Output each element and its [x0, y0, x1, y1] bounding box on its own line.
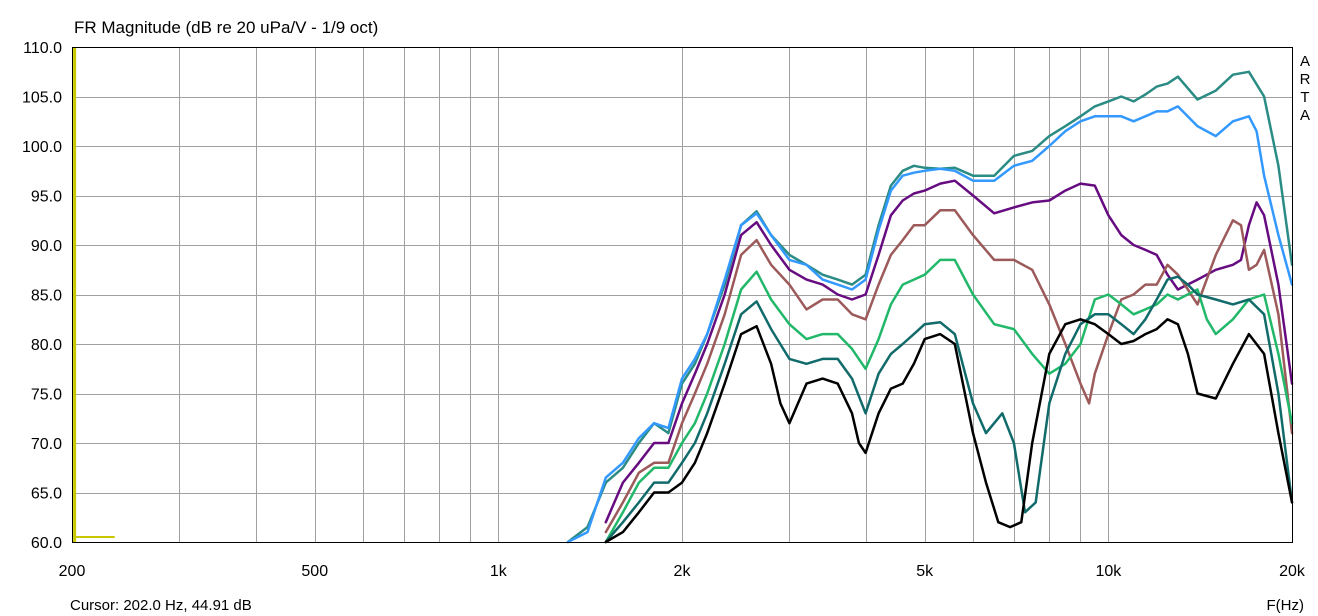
x-tick-labels: 200 500 1k 2k 5k 10k 20k — [59, 563, 1306, 580]
series-line-7 — [604, 318, 1294, 544]
watermark-letter: T — [1300, 89, 1309, 106]
x-tick-label: 200 — [59, 563, 86, 580]
y-tick-label: 75.0 — [31, 387, 62, 404]
y-tick-label: 85.0 — [31, 288, 62, 305]
y-tick-label: 95.0 — [31, 189, 62, 206]
series-layer — [566, 70, 1294, 544]
y-tick-label: 70.0 — [31, 436, 62, 453]
x-tick-label: 1k — [490, 563, 508, 580]
x-tick-label: 10k — [1095, 563, 1122, 580]
y-tick-label: 90.0 — [31, 238, 62, 255]
series-line-6 — [604, 275, 1294, 544]
y-tick-label: 65.0 — [31, 486, 62, 503]
y-tick-label: 60.0 — [31, 535, 62, 552]
watermark-letter: A — [1300, 53, 1310, 70]
y-tick-labels: 60.0 65.0 70.0 75.0 80.0 85.0 90.0 95.0 100.0 105… — [22, 40, 62, 552]
cursor-readout: Cursor: 202.0 Hz, 44.91 dB — [70, 597, 252, 614]
y-tick-label: 105.0 — [22, 90, 62, 107]
y-tick-label: 80.0 — [31, 337, 62, 354]
y-tick-label: 100.0 — [22, 139, 62, 156]
x-tick-label: 2k — [674, 563, 692, 580]
x-tick-label: 500 — [301, 563, 328, 580]
x-tick-label: 20k — [1279, 563, 1306, 580]
series-line-4 — [604, 209, 1294, 534]
series-line-2 — [566, 105, 1294, 544]
watermark-letter: A — [1300, 107, 1310, 124]
x-tick-label: 5k — [916, 563, 934, 580]
y-tick-label: 110.0 — [23, 40, 62, 57]
chart-title: FR Magnitude (dB re 20 uPa/V - 1/9 oct) — [74, 18, 378, 37]
watermark-letter: R — [1300, 71, 1311, 88]
series-line-1 — [566, 70, 1294, 544]
x-unit-label: F(Hz) — [1267, 597, 1305, 614]
plot-frame — [72, 47, 1293, 543]
series-line-5 — [604, 258, 1294, 544]
series-line-3 — [604, 179, 1294, 524]
